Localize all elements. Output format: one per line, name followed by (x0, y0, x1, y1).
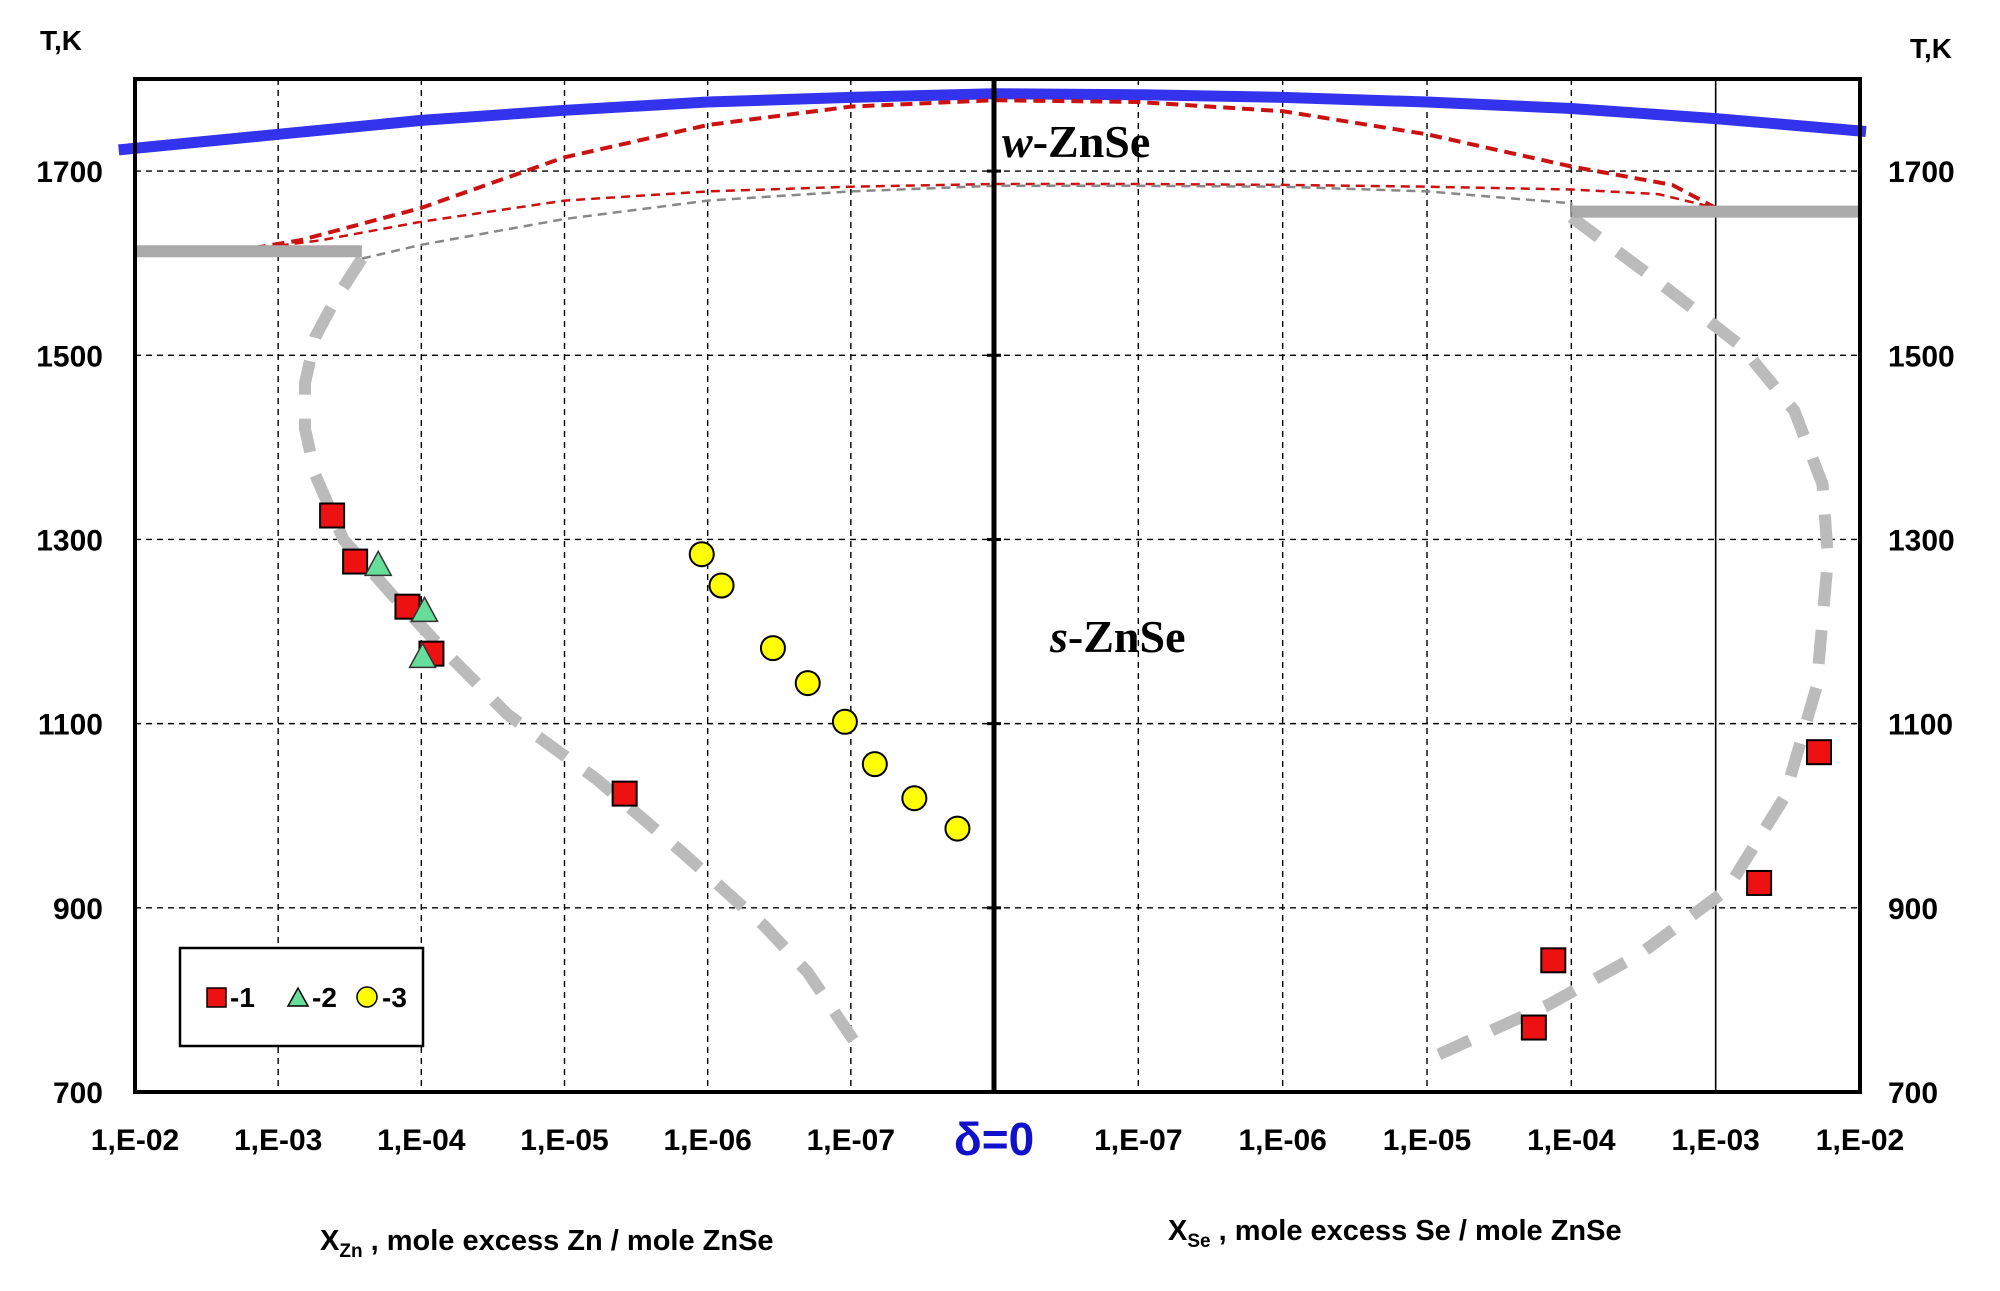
y-tick-label-right: 900 (1888, 893, 1938, 926)
curve-w-boundary-upper (234, 98, 1717, 254)
x-tick-label-zn: 1,E-02 (91, 1124, 179, 1157)
x-tick-label-se: 1,E-02 (1816, 1124, 1904, 1157)
y-axis-left: 700 900 1100 1300 1500 1700 (36, 156, 103, 1110)
x-tick-label-se: 1,E-04 (1527, 1124, 1616, 1157)
y-tick-label-left: 1100 (38, 709, 103, 742)
data-point-series-1 (1520, 1014, 1547, 1041)
legend: -1 -2 -3 (178, 946, 425, 1048)
legend-label-1: -1 (230, 982, 255, 1013)
x-tick-label-se: 1,E-06 (1238, 1124, 1326, 1157)
plot-frame (133, 77, 1862, 1094)
data-point-series-3 (794, 670, 821, 697)
data-point-series-1 (319, 502, 346, 529)
data-point-series-1 (611, 780, 638, 807)
legend-marker-2 (286, 986, 310, 1007)
y-tick-label-right: 700 (1888, 1077, 1938, 1110)
data-point-series-1 (1746, 869, 1773, 896)
curve-s-boundary (361, 184, 1573, 260)
phase-label-w-znse: w-ZnSe (1002, 116, 1150, 167)
y-axis-label-left: T,K (40, 25, 82, 56)
curve-solidus-Zn (299, 255, 863, 1050)
curve-w-boundary-lower (234, 182, 1716, 253)
y-tick-label-left: 900 (53, 893, 103, 926)
y-tick-label-right: 1100 (1888, 709, 1953, 742)
curve-solidus-Se (1424, 212, 1834, 1066)
legend-marker-3 (356, 986, 378, 1008)
x-tick-label-se: 1,E-07 (1094, 1124, 1182, 1157)
y-tick-label-right: 1700 (1888, 156, 1955, 189)
x-axis-tick-labels: 1,E-02 1,E-03 1,E-04 1,E-05 1,E-06 1,E-07 1,E-… (91, 1124, 1904, 1157)
data-point-series-1 (342, 548, 369, 575)
y-axis-right: 700 900 1100 1300 1500 1700 (1888, 156, 1955, 1110)
y-tick-label-left: 1300 (36, 524, 103, 557)
x-tick-label-se: 1,E-05 (1383, 1124, 1471, 1157)
x-tick-label-zn: 1,E-06 (663, 1124, 751, 1157)
grid-lines (135, 79, 1860, 1092)
y-tick-label-left: 1700 (36, 156, 103, 189)
data-point-series-3 (759, 635, 786, 662)
data-point-series-1 (1806, 739, 1833, 766)
legend-label-2: -2 (312, 982, 337, 1013)
x-tick-label-zn: 1,E-04 (377, 1124, 466, 1157)
data-point-series-3 (831, 708, 858, 735)
x-axis-title-zn: XZn , mole excess Zn / mole ZnSe (320, 1225, 774, 1262)
legend-marker-1 (206, 987, 227, 1008)
data-point-series-2 (408, 641, 437, 669)
x-axis-title-se: XSe , mole excess Se / mole ZnSe (1168, 1215, 1622, 1252)
x-tick-label-zn: 1,E-05 (520, 1124, 608, 1157)
data-point-series-3 (944, 815, 971, 842)
data-point-series-2 (363, 549, 393, 577)
phase-label-s-znse: s-ZnSe (1049, 611, 1186, 662)
x-tick-label-zn: 1,E-07 (807, 1124, 895, 1157)
data-point-series-1 (1540, 947, 1567, 974)
x-tick-label-se: 1,E-03 (1671, 1124, 1759, 1157)
y-tick-label-left: 700 (53, 1077, 103, 1110)
legend-label-3: -3 (382, 982, 407, 1013)
y-tick-label-right: 1500 (1888, 340, 1955, 373)
data-point-layer (319, 502, 1833, 1041)
data-point-series-3 (901, 785, 928, 812)
data-point-series-3 (688, 541, 715, 568)
x-tick-label-zn: 1,E-03 (234, 1124, 322, 1157)
y-axis-label-right: T,K (1910, 33, 1952, 64)
y-tick-label-left: 1500 (36, 340, 103, 373)
data-point-series-3 (708, 572, 735, 599)
data-point-series-2 (410, 595, 439, 623)
data-point-series-3 (861, 751, 888, 778)
delta-zero-label: δ=0 (954, 1113, 1034, 1165)
y-tick-label-right: 1300 (1888, 524, 1955, 557)
